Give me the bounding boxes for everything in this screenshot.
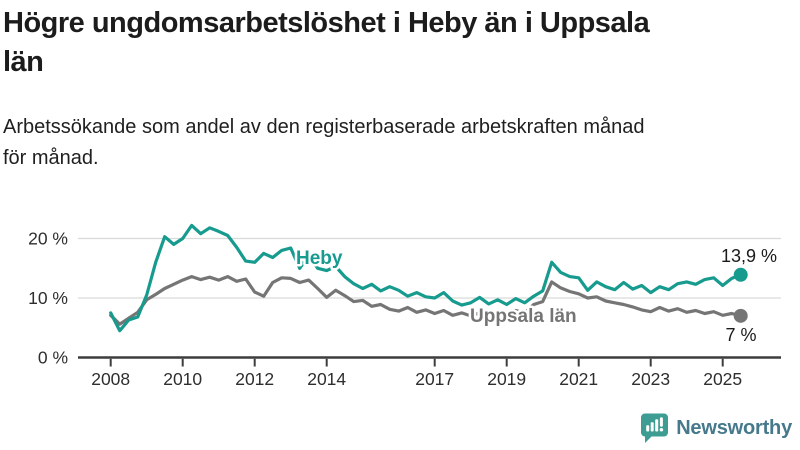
y-axis-tick-label: 10 % (28, 288, 68, 308)
newsworthy-wordmark: Newsworthy (676, 416, 792, 439)
x-axis-tick-label: 2010 (163, 369, 202, 389)
heby-latest-value-label: 13,9 % (721, 246, 777, 266)
y-axis-tick-label: 20 % (28, 229, 68, 249)
title-line-1: Högre ungdomsarbetslöshet i Heby än i Up… (3, 7, 650, 39)
x-axis-tick-label: 2008 (91, 369, 130, 389)
uppsala-line-label: Uppsala län (470, 306, 577, 327)
newsworthy-logo: Newsworthy (640, 412, 792, 444)
y-axis-tick-label: 0 % (38, 348, 68, 368)
subtitle-line-1: Arbetssökande som andel av den registerb… (3, 116, 645, 138)
page-title: Högre ungdomsarbetslöshet i Heby än i Up… (3, 4, 783, 82)
chart-subtitle: Arbetssökande som andel av den registerb… (3, 112, 793, 174)
uppsala-end-dot (733, 308, 748, 323)
heby-end-dot (733, 267, 748, 282)
x-axis-tick-label: 2014 (307, 369, 346, 389)
subtitle-line-2: för månad. (3, 147, 99, 169)
x-axis-tick-label: 2019 (487, 369, 526, 389)
x-axis-tick-label: 2017 (415, 369, 454, 389)
x-axis-tick-label: 2023 (631, 369, 670, 389)
x-axis-tick-label: 2021 (559, 369, 598, 389)
uppsala-line (109, 275, 743, 326)
heby-line (109, 223, 743, 333)
title-line-2: län (3, 46, 44, 78)
x-axis-tick-label: 2012 (235, 369, 274, 389)
uppsala-latest-value-label: 7 % (725, 325, 756, 345)
heby-line-label: Heby (296, 248, 343, 269)
x-axis-tick-label: 2025 (703, 369, 742, 389)
bar-chart-speech-bubble-icon (641, 413, 669, 443)
